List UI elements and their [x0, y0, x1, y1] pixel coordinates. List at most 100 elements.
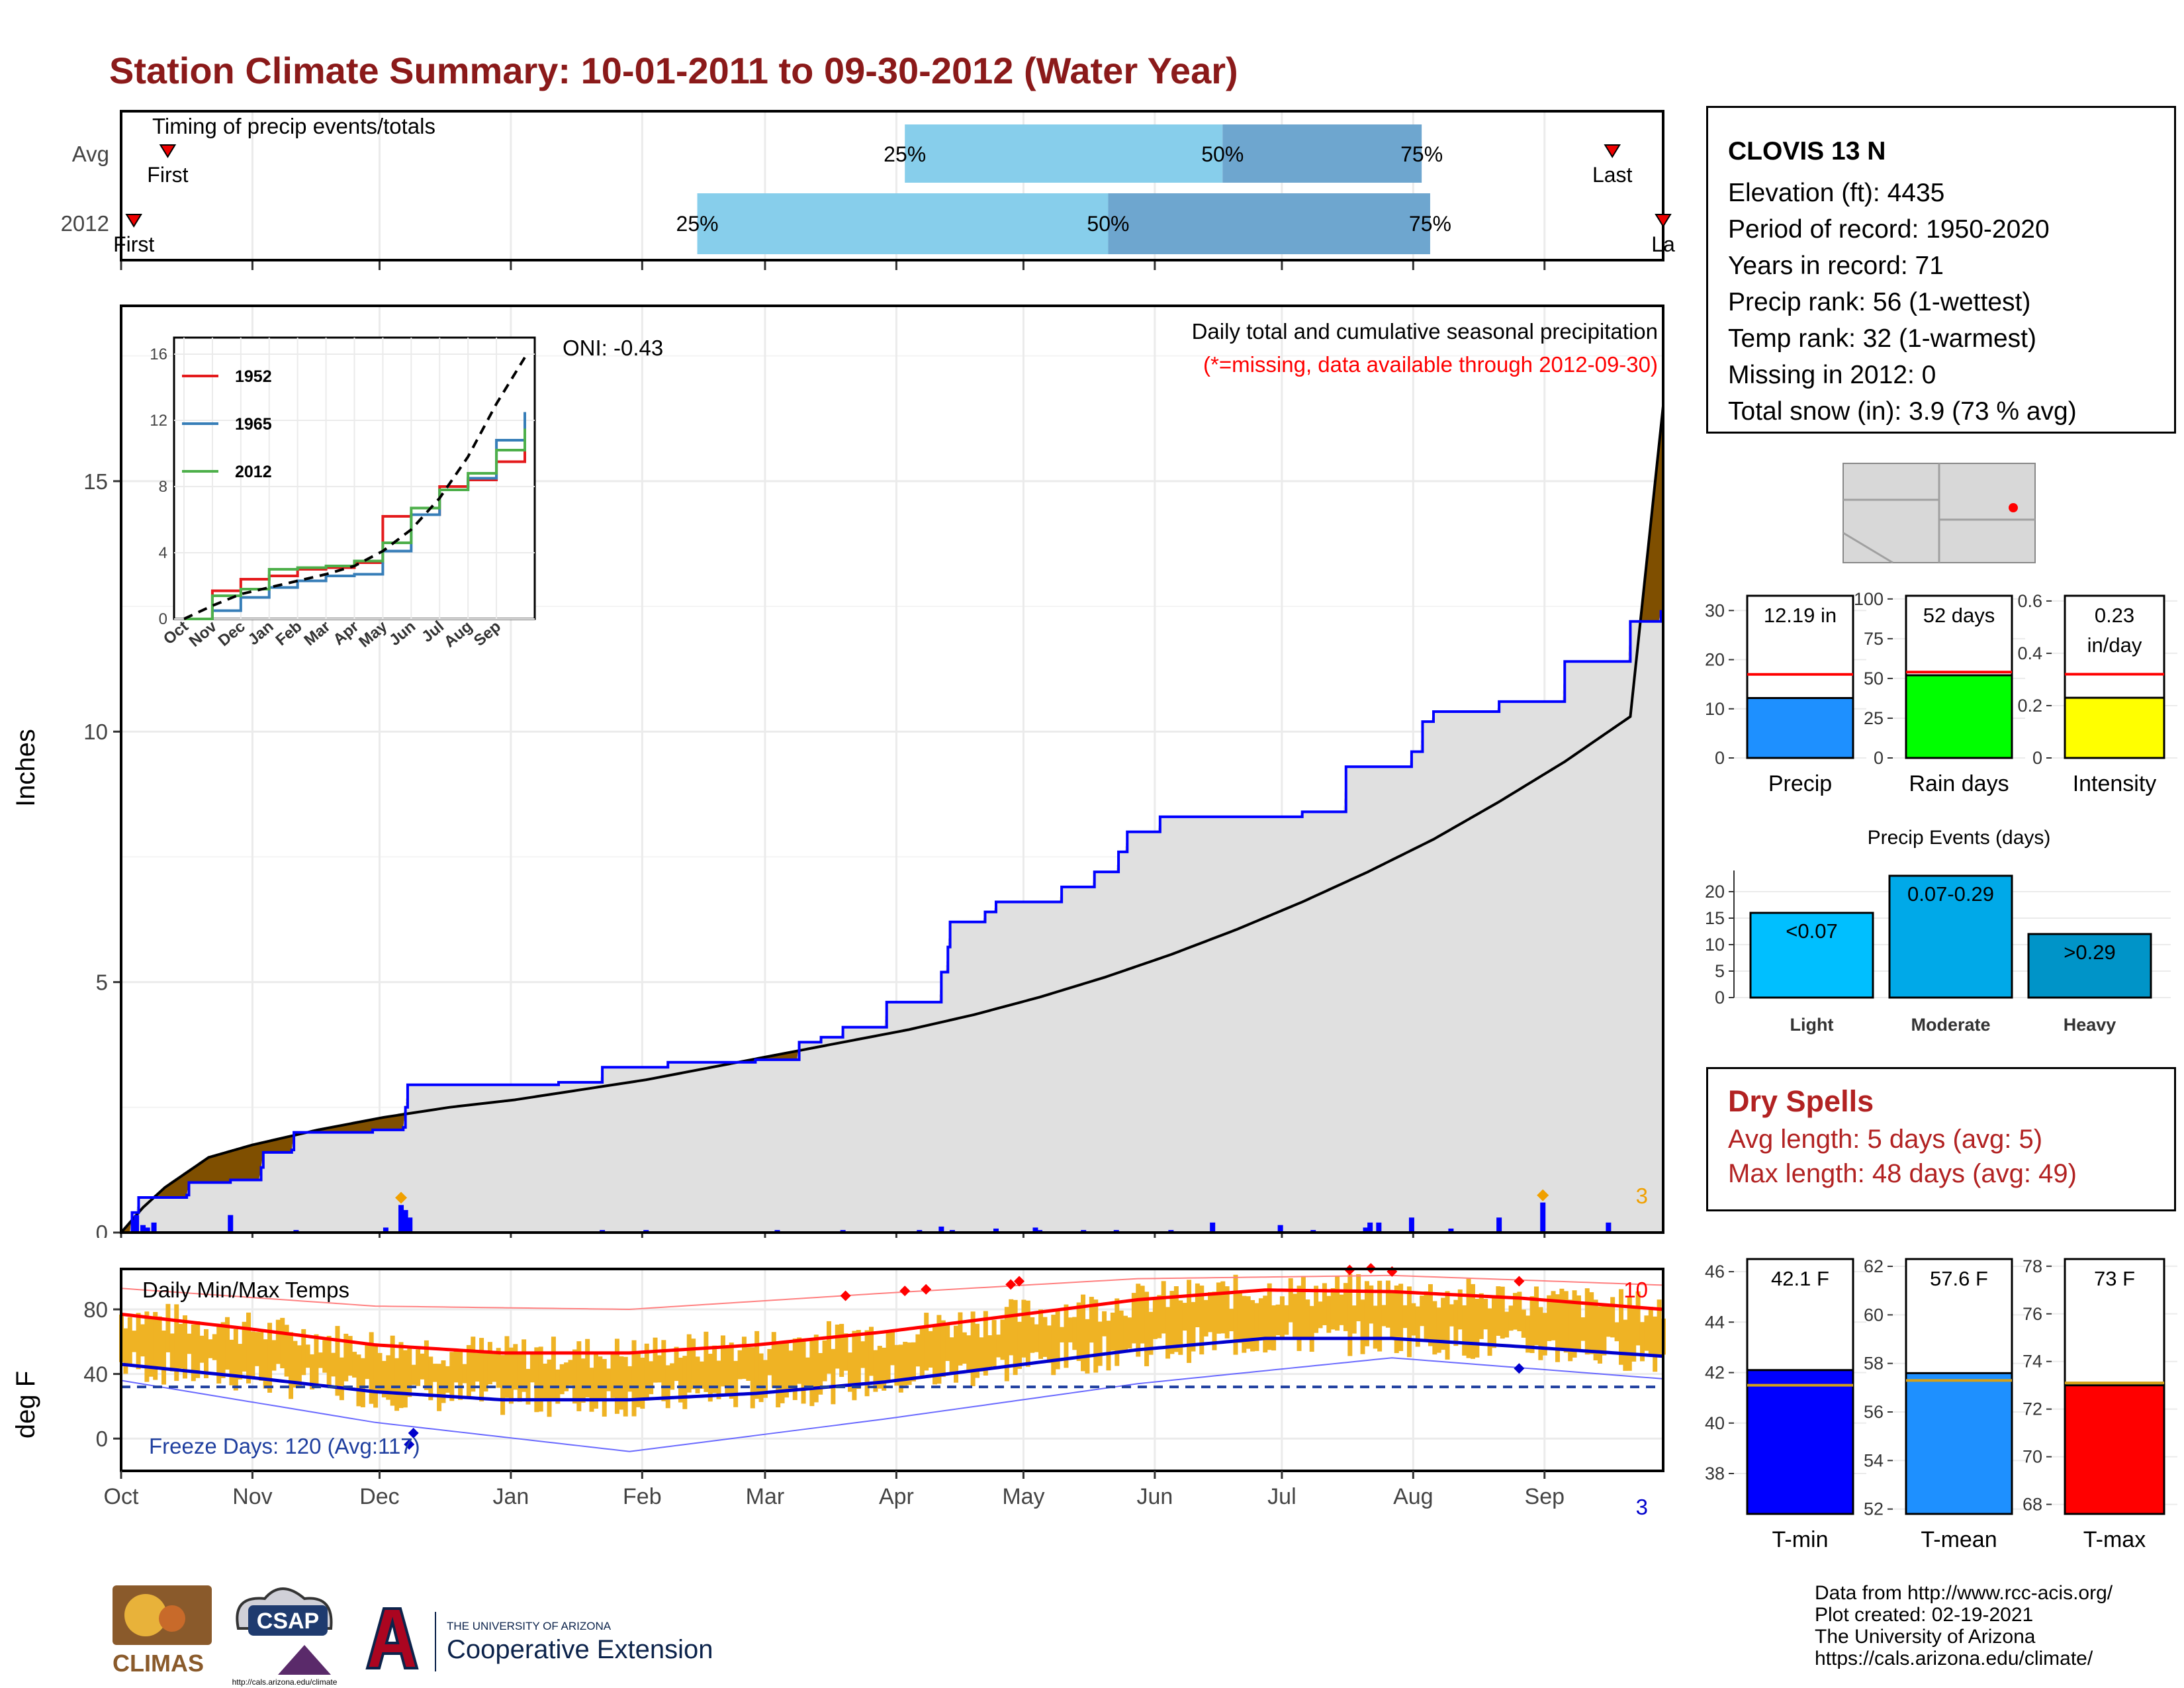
daily-temp-bar	[441, 1360, 446, 1403]
daily-temp-bar	[517, 1352, 522, 1402]
month-tick-label: Jun	[1136, 1484, 1173, 1509]
daily-temp-bar	[1229, 1309, 1234, 1332]
daily-precip-bar	[1496, 1217, 1502, 1233]
daily-temp-bar	[1420, 1295, 1425, 1327]
inset-ytick-label: 4	[159, 544, 167, 562]
daily-precip-bar	[140, 1225, 146, 1233]
daily-temp-bar	[936, 1315, 942, 1384]
daily-temp-bar	[1330, 1288, 1336, 1330]
daily-precip-bar	[151, 1222, 157, 1233]
daily-temp-bar	[331, 1352, 336, 1377]
university-of-arizona-logo[interactable]: THE UNIVERSITY OF ARIZONA Cooperative Ex…	[365, 1607, 713, 1671]
daily-temp-bar	[975, 1323, 980, 1378]
daily-temp-bar	[233, 1329, 238, 1391]
daily-temp-bar	[843, 1333, 848, 1371]
daily-temp-bar	[479, 1338, 484, 1402]
inset-ytick-label: 8	[159, 478, 167, 496]
daily-temp-bar	[1394, 1286, 1399, 1354]
precip-ytick-label: 0	[96, 1221, 108, 1238]
daily-temp-bar	[924, 1313, 929, 1371]
inset-xtick-label: Dec	[215, 618, 249, 650]
daily-temp-bar	[453, 1348, 459, 1383]
timing-row-label: Avg	[72, 142, 109, 166]
small-bar-value	[1746, 1369, 1854, 1515]
daily-precip-bar	[1367, 1222, 1373, 1233]
small-ytick-label: 68	[2023, 1495, 2042, 1515]
record-low-count: 3	[1636, 1495, 1648, 1519]
daily-temp-bar	[1449, 1304, 1454, 1327]
daily-temp-bar	[585, 1338, 590, 1397]
daily-temp-bar	[559, 1364, 565, 1395]
daily-temp-bar	[619, 1356, 624, 1410]
daily-temp-bar	[195, 1321, 201, 1378]
daily-temp-bar	[911, 1342, 917, 1382]
daily-temp-bar	[1297, 1286, 1302, 1351]
daily-temp-bar	[1123, 1315, 1128, 1352]
timing-rows: Avg 25% 50% 75% First Last 2012 25% 50% 75% First L…	[61, 124, 1675, 256]
daily-temp-bar	[1216, 1282, 1221, 1334]
daily-temp-bar	[326, 1336, 332, 1388]
daily-temp-bar	[466, 1344, 471, 1398]
daily-temp-bar	[1284, 1305, 1289, 1335]
record-high-marker	[840, 1290, 851, 1301]
daily-temp-bar	[991, 1320, 997, 1366]
daily-temp-bar	[1614, 1322, 1619, 1342]
daily-temp-bar	[1466, 1278, 1471, 1358]
cumulative-2012-line	[121, 610, 1664, 1234]
daily-temp-bar	[809, 1340, 815, 1407]
inset-chart: 0481216OctNovDecJanFebMarAprMayJunJulAug…	[150, 336, 536, 651]
daily-temp-bar	[216, 1326, 222, 1384]
daily-temp-bar	[1275, 1304, 1281, 1336]
events-ytick-label: 5	[1715, 961, 1725, 981]
temp-title: Daily Min/Max Temps	[142, 1278, 349, 1302]
daily-temp-bar	[882, 1347, 887, 1391]
inset-xtick-label: Feb	[272, 618, 305, 649]
daily-temp-bar	[1445, 1291, 1450, 1360]
daily-temp-bar	[123, 1328, 128, 1374]
daily-temp-bar	[1580, 1317, 1586, 1341]
small-bar-panels: 0 10 20 30 12.19 in Precip 0 25 50 75 100 52 days Ra…	[1705, 589, 2177, 796]
daily-temp-bar	[1208, 1291, 1213, 1333]
daily-temp-bar	[483, 1352, 488, 1392]
daily-precip-bar	[144, 1227, 150, 1233]
small-ytick-label: 50	[1864, 669, 1884, 688]
daily-precip-bar	[1540, 1202, 1546, 1233]
timing-row-label: 2012	[61, 211, 109, 236]
daily-temp-bar	[187, 1333, 192, 1354]
daily-temp-bar	[242, 1321, 247, 1372]
daily-temp-bar	[1102, 1311, 1107, 1336]
small-bar-label: 52 days	[1923, 604, 1995, 627]
daily-temp-bar	[1589, 1292, 1594, 1354]
small-bar-intensity: 0 0.2 0.4 0.6 0.23 in/day Intensity	[2017, 591, 2177, 796]
station-missing: Missing in 2012: 0	[1728, 361, 1936, 389]
daily-temp-bar	[1110, 1312, 1115, 1351]
climas-logo[interactable]: CLIMAS	[113, 1585, 212, 1677]
daily-temp-bar	[682, 1356, 688, 1409]
daily-temp-bar	[695, 1356, 700, 1393]
daily-temp-bar	[1428, 1284, 1433, 1346]
daily-temp-bar	[220, 1322, 226, 1378]
daily-temp-bar	[1055, 1309, 1060, 1370]
credit-institution: The University of Arizona	[1815, 1626, 2036, 1648]
daily-temp-bar	[136, 1313, 141, 1370]
daily-temp-bar	[1314, 1286, 1319, 1333]
daily-precip-bar	[938, 1226, 944, 1233]
station-info-box: CLOVIS 13 N Elevation (ft): 4435 Period …	[1706, 106, 2176, 434]
events-bar	[1749, 912, 1874, 999]
csap-logo[interactable]: CSAP http://cals.arizona.edu/climate	[232, 1587, 338, 1687]
daily-temp-bar	[310, 1354, 315, 1389]
daily-temp-bar	[576, 1341, 582, 1411]
daily-temp-bar	[169, 1333, 175, 1372]
daily-temp-bar	[1398, 1284, 1404, 1351]
daily-temp-bar	[144, 1311, 150, 1382]
climas-logo-sun	[124, 1594, 167, 1636]
daily-temp-bar	[1009, 1299, 1014, 1356]
daily-temp-bar	[538, 1346, 543, 1412]
temp-ytick-label: 0	[96, 1427, 108, 1451]
daily-temp-bar	[174, 1304, 179, 1382]
daily-temp-bar	[1173, 1286, 1179, 1352]
daily-temp-bar	[699, 1361, 704, 1389]
daily-temp-bar	[653, 1337, 658, 1383]
daily-temp-bar	[1097, 1321, 1103, 1366]
timing-first-label: First	[113, 232, 154, 256]
